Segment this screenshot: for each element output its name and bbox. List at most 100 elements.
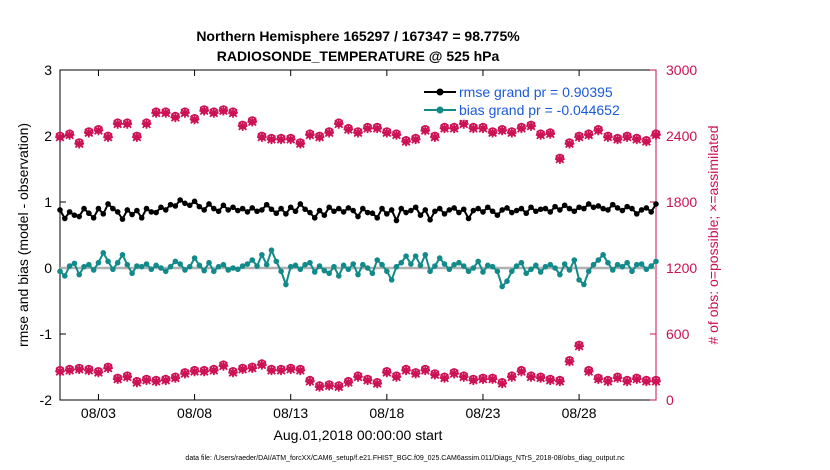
obs-assimilated-marker (257, 360, 267, 370)
obs-assimilated-marker (545, 129, 556, 139)
rmse-point (566, 205, 573, 212)
rmse-point (513, 207, 520, 214)
rmse-point (561, 202, 568, 209)
bias-point (432, 263, 438, 269)
bias-point (374, 257, 381, 263)
rmse-point (364, 209, 371, 216)
bias-point (283, 281, 289, 288)
bias-point (230, 265, 236, 271)
obs-assimilated-marker (333, 382, 344, 392)
rmse-point (528, 204, 534, 211)
series-rmse (57, 197, 659, 224)
bias-point (638, 261, 645, 267)
obs-assimilated-marker (535, 130, 546, 140)
rmse-point (489, 208, 496, 215)
obs-assimilated-marker (295, 365, 306, 376)
rmse-point (182, 200, 188, 207)
rmse-point (76, 213, 83, 220)
bias-point (561, 261, 568, 267)
rmse-point (480, 209, 486, 215)
bias-point (90, 267, 97, 273)
bias-point (273, 258, 280, 265)
obs-assimilated-marker (516, 123, 527, 134)
plot-frame (59, 69, 657, 401)
bias-point (220, 261, 227, 268)
bias-point (254, 263, 260, 269)
rmse-point (614, 205, 621, 211)
obs-assimilated-marker (314, 382, 325, 392)
obs-assimilated-marker (631, 134, 642, 145)
obs-assimilated-marker (237, 364, 248, 374)
rmse-point (571, 208, 578, 215)
obs-assimilated-marker (545, 375, 556, 385)
obs-assimilated-marker (478, 374, 488, 384)
obs-assimilated-marker (641, 136, 652, 147)
rmse-point (470, 207, 477, 214)
bias-point (81, 263, 87, 270)
obs-assimilated-marker (266, 365, 277, 376)
obs-assimilated-marker (583, 130, 594, 140)
bias-point (552, 265, 558, 271)
bias-point (158, 265, 164, 271)
bias-point (523, 270, 530, 277)
obs-assimilated-marker (64, 130, 75, 140)
obs-assimilated-marker (84, 127, 94, 138)
obs-assimilated-marker (285, 134, 296, 145)
bias-point (595, 257, 602, 263)
obs-assimilated-marker (324, 380, 334, 391)
rmse-point (624, 203, 630, 210)
obs-assimilated-marker (160, 375, 171, 385)
legend-rmse-label: rmse grand pr = 0.90395 (459, 84, 613, 100)
bias-point (215, 263, 222, 270)
rmse-point (557, 207, 563, 213)
rmse-point (384, 211, 390, 217)
bias-point (134, 263, 140, 269)
obs-assimilated-marker (574, 341, 584, 351)
obs-assimilated-marker (651, 376, 661, 387)
bias-point (162, 268, 169, 275)
series-layer (55, 105, 661, 392)
obs-assimilated-marker (74, 364, 85, 374)
obs-assimilated-marker (141, 375, 152, 385)
bias-point (345, 266, 352, 273)
y-axis-label-right: # of obs: o=possible; ×=assimilated (705, 125, 721, 344)
obs-assimilated-marker (468, 375, 479, 385)
obs-assimilated-marker (151, 376, 161, 387)
bias-point (364, 265, 371, 271)
bias-point (172, 258, 179, 265)
rmse-point (278, 205, 284, 212)
rmse-point (629, 205, 635, 212)
bias-point (105, 258, 111, 265)
y2-tick-label: 1200 (666, 260, 697, 276)
rmse-point (427, 217, 433, 223)
plot-area (59, 69, 657, 401)
rmse-point (244, 209, 251, 215)
obs-assimilated-marker (497, 125, 507, 136)
bias-point (62, 273, 68, 279)
obs-assimilated-marker (55, 366, 65, 377)
chart-title-line-2: RADIOSONDE_TEMPERATURE @ 525 hPa (217, 48, 500, 64)
obs-assimilated-marker (555, 376, 565, 387)
obs-assimilated-marker (526, 121, 536, 131)
obs-assimilated-marker (276, 365, 286, 376)
rmse-point (638, 207, 645, 213)
obs-assimilated-marker (420, 365, 431, 376)
rmse-point (311, 215, 318, 221)
obs-assimilated-marker (593, 125, 604, 136)
rmse-point (254, 208, 260, 215)
obs-assimilated-marker (449, 123, 459, 134)
bias-point (71, 260, 78, 267)
rmse-point (600, 205, 606, 212)
bias-point (484, 262, 491, 269)
rmse-point (350, 207, 356, 214)
rmse-point (81, 205, 87, 212)
bias-point (605, 259, 611, 266)
obs-assimilated-marker (410, 368, 421, 379)
x-tick-label: 08/08 (177, 405, 212, 421)
bias-point (186, 263, 193, 270)
rmse-point (129, 211, 135, 218)
obs-assimilated-marker (170, 373, 181, 383)
bias-point (369, 270, 376, 277)
obs-assimilated-marker (218, 361, 229, 371)
